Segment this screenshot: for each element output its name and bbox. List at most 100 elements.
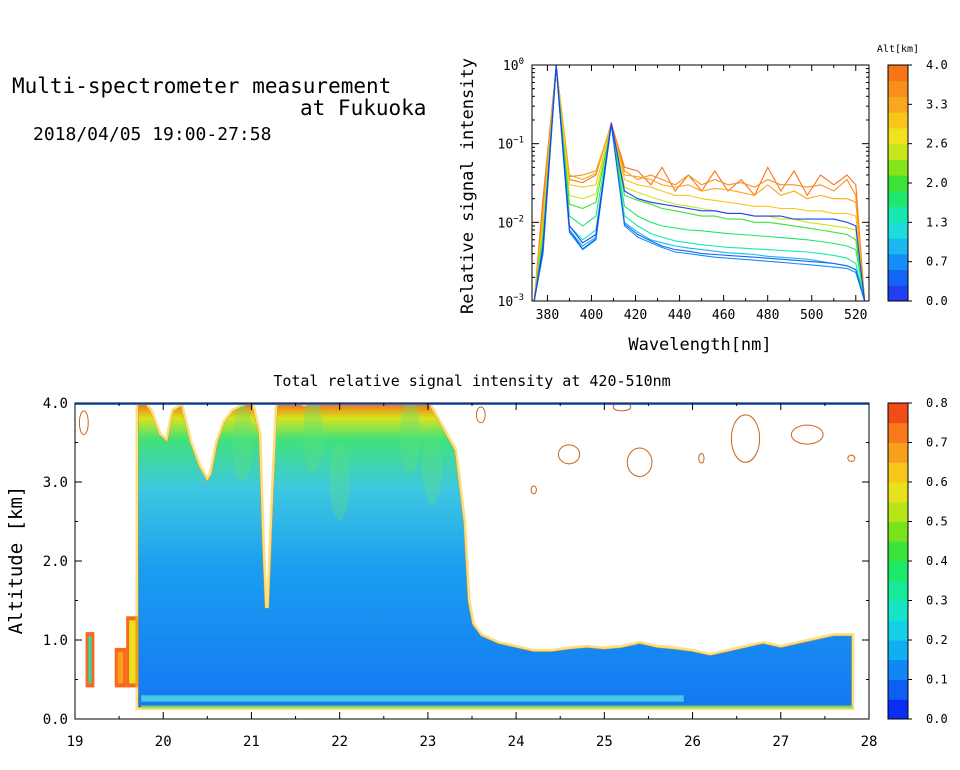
heatmap-colorbar-swatch [888, 679, 908, 700]
spectrum-ytick-label: 10−2 [498, 214, 525, 231]
heatmap-patch [88, 636, 92, 684]
spectrum-colorbar-swatch [888, 222, 908, 239]
spectrum-ylabel: Relative signal intensity [458, 58, 478, 314]
heatmap-streak [232, 404, 253, 481]
heatmap-lowlevel-band [141, 695, 684, 702]
spectrum-xtick-label: 480 [756, 308, 779, 323]
spectrum-colorbar-label: 2.6 [926, 137, 948, 151]
spectrum-xtick-label: 420 [624, 308, 647, 323]
spectrum-colorbar-title: Alt[km] [877, 44, 919, 55]
spectrum-series-line [533, 65, 866, 302]
heatmap-xtick-label: 19 [67, 734, 84, 750]
heatmap-streak [303, 403, 324, 473]
heatmap-colorbar-label: 0.5 [926, 515, 948, 529]
heatmap-colorbar-label: 0.8 [926, 396, 948, 410]
spectrum-series-line [533, 64, 866, 302]
spectrum-colorbar-swatch [888, 80, 908, 97]
spectrum-plot-frame [531, 64, 870, 302]
spectrum-colorbar-swatch [888, 253, 908, 271]
heatmap-colorbar-swatch [888, 580, 908, 601]
heatmap-ylabel: Altitude [km] [5, 486, 27, 635]
heatmap-colorbar-swatch [888, 521, 908, 542]
spectrum-series-line [533, 66, 866, 302]
spectrum-xtick-label: 440 [668, 308, 691, 323]
heatmap-contour [78, 410, 89, 436]
heatmap-contour [790, 424, 824, 445]
spectrum-series-line [533, 66, 866, 302]
figure-title-line2: at Fukuoka [300, 96, 427, 120]
spectrum-colorbar-label: 0.0 [926, 294, 948, 308]
heatmap-xtick-label: 28 [861, 734, 878, 750]
heatmap-ytick-label: 2.0 [43, 554, 68, 570]
spectrum-colorbar-swatch [888, 269, 908, 286]
spectrum-colorbar-label: 1.3 [926, 215, 948, 229]
heatmap-patch [117, 651, 124, 684]
figure-title-line1: Multi-spectrometer measurement [12, 74, 392, 98]
spectrum-xtick-label: 380 [536, 308, 559, 323]
heatmap-colorbar-label: 0.4 [926, 554, 948, 568]
spectrum-xtick-label: 460 [712, 308, 735, 323]
heatmap-contour [847, 454, 856, 462]
heatmap-colorbar-swatch [888, 501, 908, 522]
heatmap-colorbar-swatch [888, 561, 908, 582]
heatmap-cloud-core [138, 403, 852, 708]
spectrum-colorbar-label: 4.0 [926, 58, 948, 72]
heatmap-contour [626, 447, 653, 477]
heatmap-xtick-label: 22 [331, 734, 348, 750]
spectrum-chart: Relative signal intensity Wavelength[nm]… [458, 44, 948, 355]
spectrum-ytick-label: 10−1 [498, 136, 525, 153]
spectrum-colorbar-swatch [888, 159, 908, 176]
spectrum-ytick-label: 100 [503, 57, 524, 74]
spectrum-xtick-label: 500 [800, 308, 823, 323]
spectrum-series-line [533, 66, 866, 302]
spectrum-series-line [533, 66, 866, 302]
spectrum-xlabel: Wavelength[nm] [628, 335, 771, 355]
heatmap-colorbar-swatch [888, 659, 908, 680]
heatmap-ytick-label: 3.0 [43, 475, 68, 491]
heatmap-colorbar-swatch [888, 620, 908, 641]
heatmap-xtick-label: 20 [155, 734, 172, 750]
heatmap-colorbar-swatch [888, 403, 908, 424]
spectrum-series-line [533, 65, 866, 302]
heatmap-streak [422, 428, 443, 505]
heatmap-colorbar-label: 0.3 [926, 594, 948, 608]
spectrum-colorbar-swatch [888, 65, 908, 82]
heatmap-colorbar-swatch [888, 462, 908, 483]
spectrum-colorbar-swatch [888, 238, 908, 255]
spectrum-colorbar-swatch [888, 285, 908, 302]
heatmap-streak [400, 403, 421, 473]
heatmap-colorbar-label: 0.2 [926, 633, 948, 647]
spectrum-series-line [533, 65, 866, 302]
heatmap-colorbar-label: 0.6 [926, 475, 948, 489]
heatmap-colorbar-swatch [888, 482, 908, 503]
heatmap-colorbar-label: 0.0 [926, 712, 948, 726]
spectrum-xtick-label: 520 [844, 308, 867, 323]
heatmap-contour [612, 403, 632, 412]
heatmap-colorbar-swatch [888, 640, 908, 661]
spectrum-colorbar-swatch [888, 190, 908, 208]
spectrum-series-line [533, 66, 866, 302]
spectrum-series-line [533, 66, 866, 302]
spectrum-colorbar-swatch [888, 127, 908, 145]
heatmap-patch [129, 620, 136, 684]
heatmap-contour [730, 414, 761, 463]
spectrum-colorbar-swatch [888, 206, 908, 223]
spectrum-colorbar-label: 0.7 [926, 255, 948, 269]
measurement-datetime: 2018/04/05 19:00-27:58 [33, 124, 272, 145]
altitude-time-heatmap: Total relative signal intensity at 420-5… [5, 372, 948, 750]
heatmap-xtick-label: 24 [508, 734, 525, 750]
heatmap-base-edge [141, 705, 854, 709]
heatmap-colorbar-label: 0.1 [926, 673, 948, 687]
heatmap-xtick-label: 27 [772, 734, 789, 750]
spectrum-colorbar-swatch [888, 175, 908, 192]
heatmap-colorbar-swatch [888, 699, 908, 720]
heatmap-title: Total relative signal intensity at 420-5… [273, 372, 670, 390]
heatmap-contour [557, 444, 581, 465]
heatmap-streak [329, 444, 350, 520]
heatmap-colorbar-swatch [888, 422, 908, 443]
heatmap-xtick-label: 23 [419, 734, 436, 750]
heatmap-xtick-label: 26 [684, 734, 701, 750]
heatmap-colorbar-swatch [888, 442, 908, 463]
spectrum-xtick-label: 400 [580, 308, 603, 323]
spectrum-colorbar-swatch [888, 96, 908, 113]
